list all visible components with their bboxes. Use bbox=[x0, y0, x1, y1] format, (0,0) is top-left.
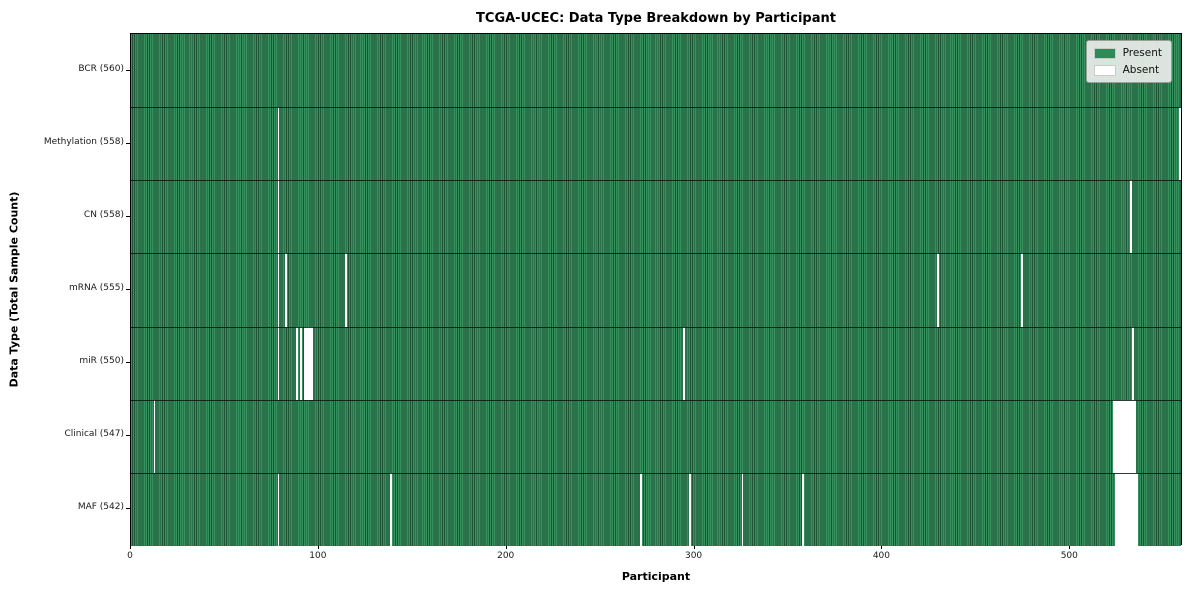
x-tick-mark bbox=[130, 545, 131, 549]
absent-gap bbox=[285, 253, 287, 327]
x-tick-label: 300 bbox=[684, 551, 703, 561]
x-tick-label: 0 bbox=[127, 551, 133, 561]
absent-gap bbox=[277, 107, 280, 181]
absent-gap bbox=[345, 253, 348, 327]
row-mir bbox=[131, 326, 1181, 400]
x-tick-mark bbox=[505, 545, 507, 549]
absent-gap bbox=[303, 326, 314, 400]
legend-item-present: Present bbox=[1093, 47, 1162, 59]
chart-title: TCGA-UCEC: Data Type Breakdown by Partic… bbox=[476, 11, 836, 26]
row-mrna bbox=[131, 253, 1181, 327]
y-tick-mark bbox=[126, 69, 130, 71]
x-axis-label: Participant bbox=[621, 570, 691, 583]
absent-gap bbox=[277, 253, 280, 327]
row-separator bbox=[131, 326, 1181, 328]
x-tick-label: 100 bbox=[309, 551, 327, 561]
x-tick-label: 500 bbox=[1060, 551, 1078, 561]
plot-area: Present Absent bbox=[130, 33, 1182, 546]
absent-gap bbox=[1021, 253, 1024, 327]
y-tick-label-mrna: mRNA (555) bbox=[69, 283, 124, 293]
y-tick-mark bbox=[126, 362, 130, 364]
x-tick-label: 400 bbox=[872, 551, 891, 561]
absent-gap bbox=[1113, 399, 1137, 473]
row-cn bbox=[131, 180, 1181, 254]
absent-gap bbox=[277, 472, 280, 546]
absent-gap bbox=[296, 326, 299, 400]
absent-gap bbox=[277, 326, 280, 400]
absent-gap bbox=[688, 472, 691, 546]
absent-gap bbox=[300, 326, 302, 400]
y-tick-mark bbox=[126, 142, 130, 144]
legend-label-absent: Absent bbox=[1122, 64, 1160, 76]
absent-gap bbox=[390, 472, 393, 546]
y-tick-label-methylation: Methylation (558) bbox=[43, 136, 124, 147]
absent-gap bbox=[1132, 326, 1135, 400]
row-methylation bbox=[131, 107, 1182, 181]
x-tick-label: 200 bbox=[497, 551, 515, 561]
x-tick-mark bbox=[317, 545, 319, 549]
y-tick-label-maf: MAF (542) bbox=[77, 502, 124, 513]
y-tick-mark bbox=[126, 215, 130, 217]
legend: Present Absent bbox=[1085, 40, 1172, 83]
absent-swatch-icon bbox=[1093, 64, 1116, 76]
y-tick-mark bbox=[126, 508, 130, 510]
row-separator bbox=[131, 107, 1181, 109]
absent-gap bbox=[936, 253, 939, 327]
x-tick-mark bbox=[693, 545, 695, 549]
x-tick-mark bbox=[881, 545, 883, 549]
absent-gap bbox=[153, 399, 156, 473]
row-separator bbox=[131, 399, 1181, 401]
y-tick-label-bcr: BCR (560) bbox=[78, 63, 124, 74]
absent-gap bbox=[801, 472, 804, 546]
row-bcr bbox=[131, 34, 1181, 108]
row-separator bbox=[131, 253, 1181, 255]
row-clinical bbox=[131, 399, 1181, 473]
row-separator bbox=[131, 180, 1181, 182]
legend-item-absent: Absent bbox=[1093, 64, 1162, 76]
row-separator bbox=[131, 472, 1181, 474]
y-tick-mark bbox=[126, 435, 130, 437]
absent-gap bbox=[683, 326, 686, 400]
y-tick-label-mir: miR (550) bbox=[79, 356, 124, 367]
y-tick-mark bbox=[126, 289, 130, 290]
row-maf bbox=[131, 472, 1181, 546]
y-tick-label-cn: CN (558) bbox=[83, 209, 124, 220]
absent-gap bbox=[741, 472, 744, 546]
x-tick-mark bbox=[1069, 545, 1071, 549]
absent-gap bbox=[277, 180, 280, 254]
y-tick-label-clinical: Clinical (547) bbox=[64, 429, 124, 440]
absent-gap bbox=[640, 472, 642, 546]
absent-gap bbox=[1115, 472, 1138, 546]
present-swatch-icon bbox=[1093, 47, 1116, 59]
legend-label-present: Present bbox=[1122, 47, 1162, 59]
absent-gap bbox=[1179, 107, 1182, 181]
absent-gap bbox=[1130, 180, 1133, 254]
